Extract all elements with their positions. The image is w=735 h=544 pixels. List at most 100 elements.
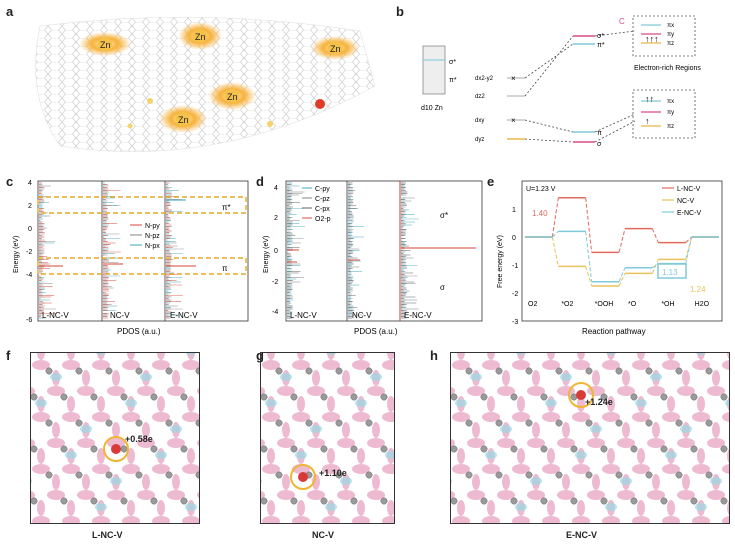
sigma-star-label: σ* [449,59,456,66]
depletion-density [695,347,707,355]
bond-density [452,412,470,422]
bond-density [722,464,735,474]
carbon-atom [45,471,53,479]
carbon-atom [120,445,128,453]
depletion-density [635,399,647,407]
bond-density [157,396,165,412]
carbon-atom [30,393,38,401]
bond-density [67,344,75,360]
c-ylabel: Energy (eV) [13,236,20,273]
carbon-atom [660,497,668,505]
energy-connector [685,236,693,260]
bond-density [372,422,380,438]
bond-density [277,490,295,500]
energy-connector [618,267,626,282]
carbon-atom [615,471,623,479]
bond-density [467,386,485,396]
bond-density [592,370,600,386]
panel-label-f: f [6,348,11,363]
bond-density [647,386,665,396]
e-xtick: *O [628,301,637,308]
depletion-density [155,451,167,459]
energy-connector [585,197,593,253]
energy-connector [551,231,559,238]
carbon-atom [305,367,313,375]
c-legend-1: N-pz [145,233,160,240]
bond-density [92,464,110,474]
caption-h: E-NC-V [566,530,597,540]
c-ytick-0: 4 [28,180,32,187]
bond-density [67,396,75,412]
bond-density [312,370,320,386]
c-col-0: L-NC-V [42,311,69,320]
carbon-atom [480,497,488,505]
bond-density [382,516,400,526]
lower-piy: πy [667,110,674,116]
bond-density [632,516,650,526]
carbon-atom [510,445,518,453]
carbon-atom [495,367,503,375]
e-ylabel: Free energy (eV) [497,235,504,288]
bond-density [52,422,60,438]
bond-density [167,386,185,396]
bond-density [32,412,50,422]
pdos-d-traces [287,182,476,319]
bond-density [127,344,135,360]
e-annot-2: 1.24 [690,285,706,294]
bond-density [677,386,695,396]
bond-density [82,370,90,386]
depletion-density [325,347,337,355]
carbon-atom [350,497,358,505]
upper-pi-box [632,15,696,57]
carbon-atom [150,393,158,401]
bond-density [512,516,530,526]
bond-density [352,516,370,526]
carbon-atom [290,445,298,453]
bond-density [667,396,675,412]
bond-density [267,500,275,516]
carbon-atom [465,367,473,375]
carbon-atom [135,367,143,375]
carbon-atom [150,445,158,453]
zn-site-ring [290,464,316,490]
pi-annotation: π [222,264,228,273]
bond-density [62,516,80,526]
bond-density [197,386,215,396]
zn-label-4: Zn [227,92,238,102]
depletion-density [590,425,602,433]
bond-density [727,344,735,360]
pi-star-annotation: π* [222,203,231,212]
e-ytick: 0 [512,235,516,242]
depletion-density [665,451,677,459]
zn-site-atom [576,390,586,400]
svg-text:↑↑: ↑↑ [645,94,654,104]
bond-density [562,474,570,490]
carbon-atom [60,497,68,505]
bond-density [482,516,500,526]
bond-density [107,438,125,448]
carbon-atom [690,445,698,453]
bond-density [617,386,635,396]
bond-density [182,516,200,526]
svg-text:×: × [511,74,516,83]
bond-density [152,360,170,370]
bond-density [387,500,395,516]
svg-text:×: × [511,116,516,125]
depletion-density [35,399,47,407]
bond-density [457,500,465,516]
bond-density [292,360,310,370]
bond-density [722,516,735,526]
bond-density [67,500,75,516]
bond-density [372,474,380,490]
carbon-atom [675,419,683,427]
bond-density [262,516,280,526]
bond-density [337,386,355,396]
bond-density [172,474,180,490]
bond-density [602,516,620,526]
depletion-density [455,399,467,407]
upper-piz: πz [667,41,674,47]
energy-connector [585,231,593,282]
depletion-density [605,347,617,355]
bond-density [357,500,365,516]
bond-density [472,422,480,438]
